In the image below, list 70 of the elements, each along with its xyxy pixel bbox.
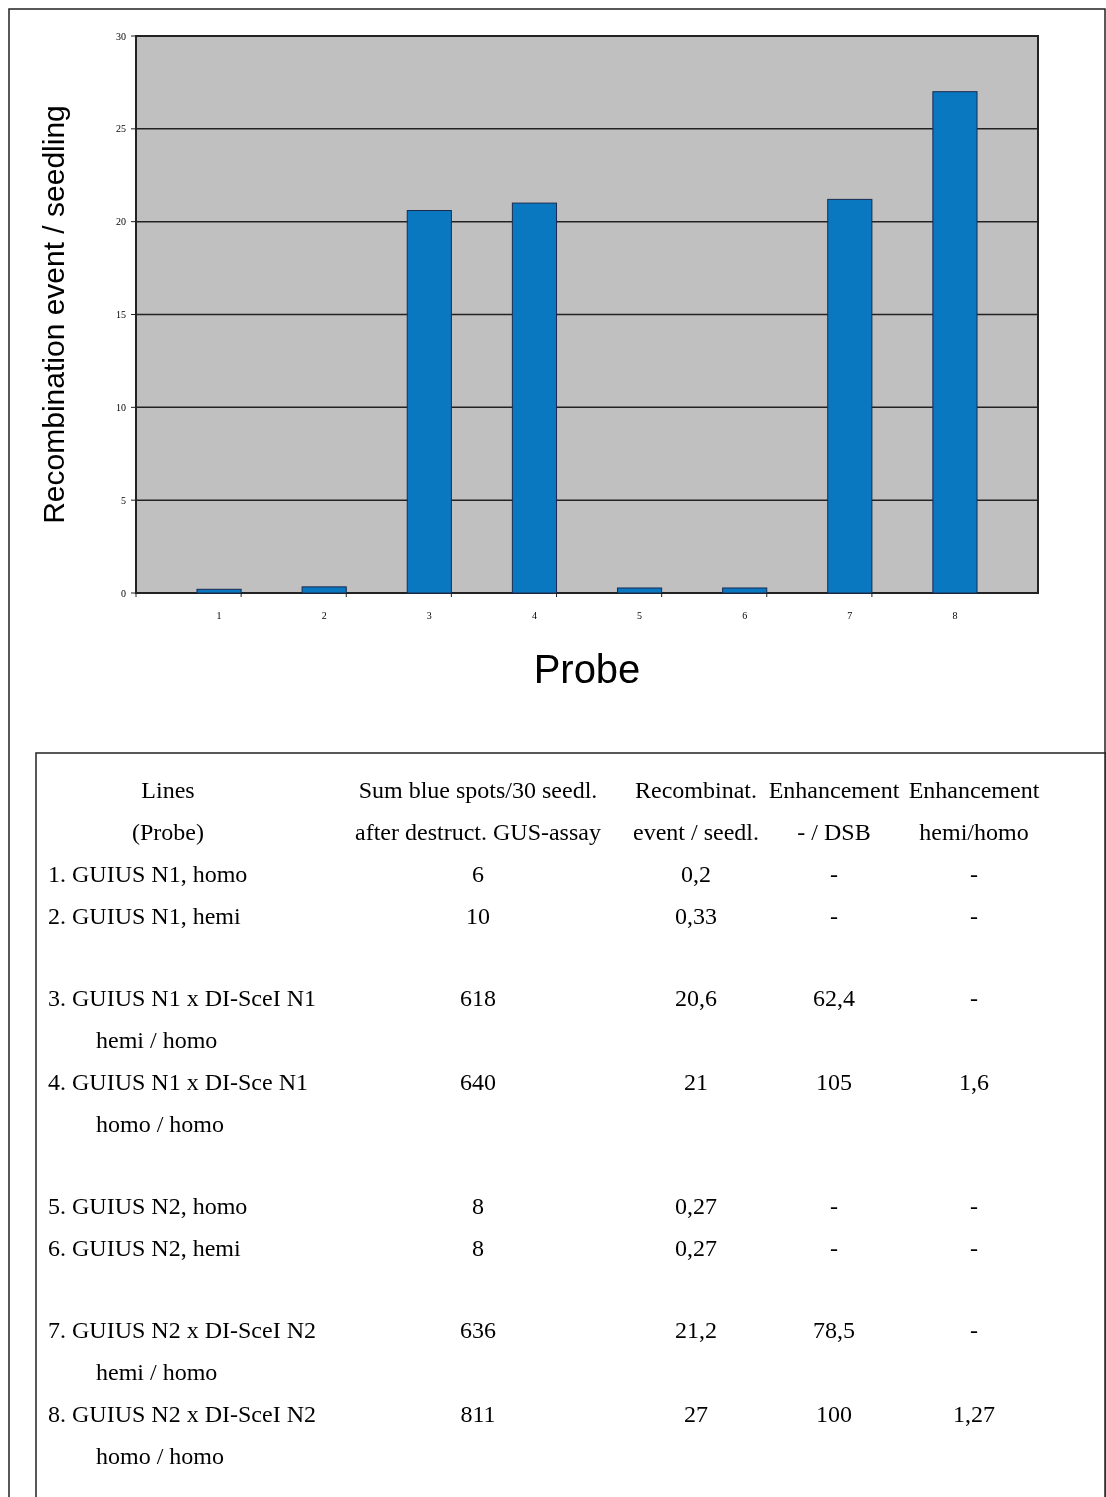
bar — [722, 587, 768, 594]
y-tick-label: 25 — [116, 123, 126, 135]
text: 21,2 — [675, 1317, 717, 1343]
text: Sum blue spots/30 seedl. after destruct. GUS-assay — [355, 777, 601, 845]
text: 0,33 — [675, 903, 717, 929]
bar — [406, 210, 452, 594]
text: - — [970, 1235, 978, 1261]
text: 4. GUIUS N1 x DI-Sce N1 homo / homo — [48, 1069, 308, 1137]
bar — [827, 198, 873, 594]
text: 78,5 — [813, 1317, 855, 1343]
text: 62,4 — [813, 985, 855, 1011]
y-tick-label: 0 — [121, 587, 126, 599]
text: 6 — [472, 861, 484, 887]
text: 3. GUIUS N1 x DI-SceI N1 hemi / homo — [48, 985, 316, 1053]
x-tick-label: 6 — [742, 610, 748, 621]
text: - — [970, 1317, 978, 1343]
text: 5. GUIUS N2, homo — [48, 1193, 248, 1219]
text: 0,27 — [675, 1235, 717, 1261]
x-tick-label: 7 — [847, 610, 853, 621]
text: 8 — [472, 1235, 484, 1261]
x-axis-title: Probe — [533, 647, 641, 691]
text: 811 — [460, 1401, 496, 1427]
text: Enhancement - / DSB — [768, 777, 900, 845]
bar — [616, 587, 663, 594]
text: - — [970, 1193, 978, 1219]
text: - — [830, 1235, 838, 1261]
y-axis-title: Recombination event / seedling — [37, 105, 70, 524]
x-tick-label: 1 — [216, 610, 222, 621]
y-tick-label: 5 — [121, 494, 126, 506]
text: - — [830, 861, 838, 887]
text: - — [970, 985, 978, 1011]
text: - — [970, 861, 978, 887]
text: 0,27 — [675, 1193, 717, 1219]
y-tick-label: 15 — [116, 309, 126, 320]
text: - — [970, 903, 978, 929]
text: 1,6 — [959, 1069, 989, 1095]
text: - — [830, 903, 838, 929]
bar — [932, 91, 978, 594]
y-tick-label: 20 — [116, 216, 126, 228]
text: 636 — [460, 1317, 496, 1343]
text: 20,6 — [675, 985, 717, 1011]
text: 21 — [684, 1069, 708, 1095]
x-tick-label: 2 — [321, 610, 327, 621]
text: 100 — [816, 1401, 852, 1427]
x-tick-label: 4 — [531, 610, 537, 621]
x-tick-label: 3 — [426, 610, 432, 621]
y-tick-label: 10 — [116, 401, 126, 413]
text: 6. GUIUS N2, hemi — [48, 1235, 241, 1261]
bar — [301, 586, 347, 594]
text: 0,2 — [681, 861, 711, 887]
bar — [196, 588, 242, 594]
text: 8 — [472, 1193, 484, 1219]
text: 2. GUIUS N1, hemi — [48, 903, 241, 929]
text: Recombinat. event / seedl. — [633, 777, 759, 845]
y-tick-label: 30 — [116, 30, 126, 42]
bar — [511, 202, 558, 594]
text: 10 — [466, 903, 490, 929]
text: Enhancement hemi/homo — [908, 777, 1040, 845]
text: 1. GUIUS N1, homo — [48, 861, 248, 887]
text: 105 — [816, 1069, 852, 1095]
text: 7. GUIUS N2 x DI-SceI N2 hemi / homo — [48, 1317, 316, 1385]
text: Lines (Probe) — [132, 777, 204, 845]
text: 1,27 — [953, 1401, 995, 1427]
text: - — [830, 1193, 838, 1219]
text: 618 — [460, 985, 496, 1011]
text: 8. GUIUS N2 x DI-SceI N2 homo / homo — [48, 1401, 316, 1469]
text: 640 — [460, 1069, 496, 1095]
x-tick-label: 8 — [952, 610, 958, 621]
x-tick-label: 5 — [637, 610, 643, 621]
text: 27 — [684, 1401, 708, 1427]
